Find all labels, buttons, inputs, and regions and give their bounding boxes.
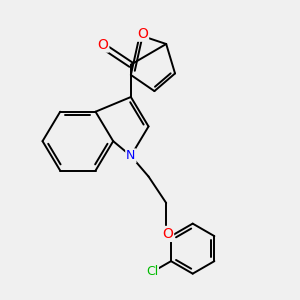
Text: Cl: Cl (146, 265, 158, 278)
Text: O: O (98, 38, 108, 52)
Text: O: O (137, 27, 148, 41)
Text: N: N (126, 149, 136, 162)
Text: O: O (162, 227, 173, 241)
